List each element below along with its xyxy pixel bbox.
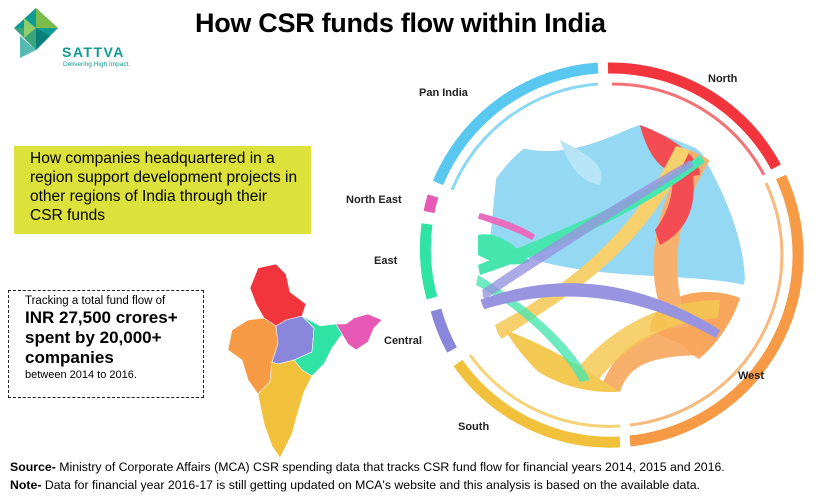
arc-northeast	[423, 194, 439, 214]
ribbon-south-west	[560, 300, 720, 392]
sattva-tagline: Delivering High Impact.	[63, 61, 131, 68]
note-label: Note-	[10, 478, 42, 492]
arc-pan-india-inner	[450, 82, 599, 191]
ribbon-north-west	[655, 160, 694, 245]
ribbon-south-north	[495, 146, 690, 340]
ribbon-west-south	[600, 326, 720, 392]
source-label: Source-	[10, 460, 56, 474]
region-label-central: Central	[384, 335, 422, 347]
source-text: Ministry of Corporate Affairs (MCA) CSR …	[55, 460, 725, 474]
arc-east	[419, 223, 438, 300]
footer-notes: Source- Ministry of Corporate Affairs (M…	[10, 458, 725, 494]
india-map-icon	[228, 264, 383, 459]
stats-companies-word: companies	[25, 348, 114, 367]
region-arcs	[419, 62, 804, 448]
sattva-wordmark: SATTVA	[62, 44, 125, 60]
arc-west-inner	[629, 182, 784, 427]
arc-south	[453, 359, 621, 448]
note-line: Note- Data for financial year 2016-17 is…	[10, 476, 725, 494]
region-label-south: South	[458, 421, 489, 433]
ribbon-east-north	[478, 155, 705, 275]
stats-intro: Tracking a total fund flow of	[25, 295, 166, 307]
stats-amount: INR 27,500 crores+	[25, 308, 178, 327]
sattva-logo-mark-icon	[14, 8, 58, 58]
region-label-pan-india: Pan India	[419, 87, 469, 99]
arc-north-inner	[611, 82, 766, 176]
sattva-logo: SATTVA Delivering High Impact.	[10, 6, 160, 70]
region-label-north: North	[708, 73, 738, 85]
arc-central	[430, 308, 457, 353]
arc-pan-india	[432, 62, 599, 186]
stats-box: Tracking a total fund flow of INR 27,500…	[8, 290, 204, 398]
ribbon-pan-india-self	[560, 140, 602, 185]
arc-north	[607, 62, 781, 170]
stats-companies: spent by 20,000+	[25, 328, 162, 347]
region-label-east: East	[374, 255, 398, 267]
source-line: Source- Ministry of Corporate Affairs (M…	[10, 458, 725, 476]
page-title: How CSR funds flow within India	[195, 8, 606, 38]
arc-south-inner	[468, 354, 621, 428]
stats-period: between 2014 to 2016.	[25, 369, 137, 381]
highlight-box: How companies headquartered in a region …	[14, 146, 311, 234]
ribbon-central-west	[480, 283, 720, 338]
note-text: Data for financial year 2016-17 is still…	[41, 478, 700, 492]
chord-ribbons	[476, 125, 745, 392]
region-label-west: West	[738, 370, 764, 382]
csr-chord-diagram: North West South Central East North East…	[346, 62, 804, 448]
region-label-north-east: North East	[346, 194, 402, 206]
ribbon-central-north	[482, 160, 694, 300]
ribbon-northeast-east	[476, 212, 535, 240]
arc-west	[629, 174, 804, 447]
